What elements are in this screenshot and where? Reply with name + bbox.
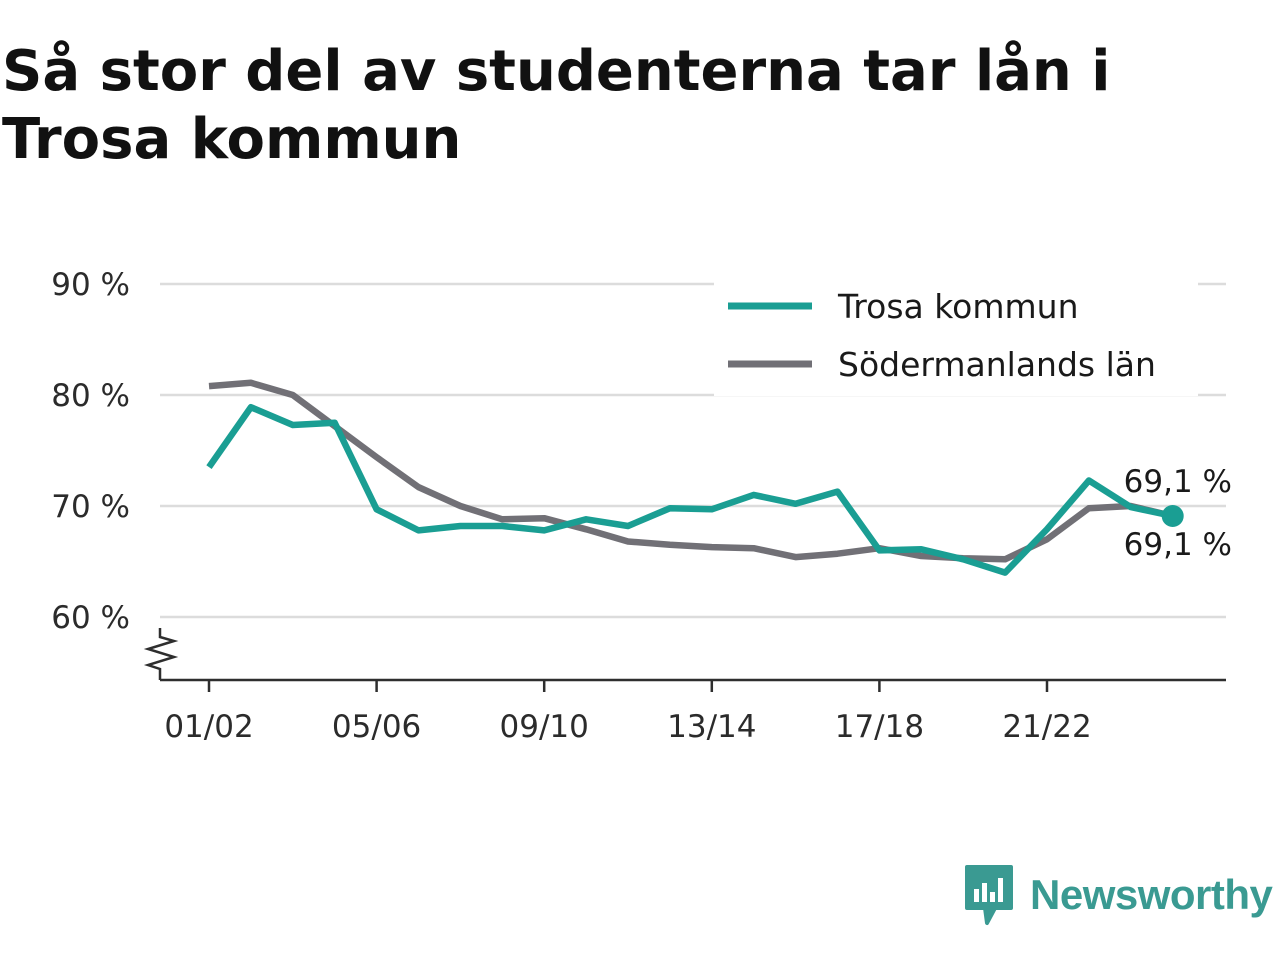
legend-label-trosa: Trosa kommun bbox=[837, 287, 1079, 326]
end-label-trosa: 69,1 % bbox=[1124, 527, 1232, 563]
x-tick-label: 01/02 bbox=[164, 709, 253, 745]
y-axis-labels: 60 % 70 % 80 % 90 % bbox=[51, 267, 130, 636]
y-tick-label: 70 % bbox=[51, 489, 130, 525]
end-labels: 69,1 % 69,1 % bbox=[1124, 464, 1232, 563]
x-axis bbox=[143, 628, 1226, 682]
end-label-sodermanland: 69,1 % bbox=[1124, 464, 1232, 500]
y-tick-label: 90 % bbox=[51, 267, 130, 303]
legend-background bbox=[714, 278, 1198, 396]
bar-chart-speech-bubble-icon bbox=[965, 865, 1013, 925]
legend-label-sodermanland: Södermanlands län bbox=[838, 345, 1156, 384]
x-tick-label: 09/10 bbox=[500, 709, 589, 745]
brand-name: Newsworthy bbox=[1030, 871, 1273, 918]
axis-break-icon bbox=[143, 628, 179, 680]
x-axis-ticks: 01/02 05/06 09/10 13/14 17/18 21/22 bbox=[164, 680, 1092, 745]
x-tick-label: 05/06 bbox=[332, 709, 421, 745]
chart-title: Så stor del av studenterna tar lån i Tro… bbox=[2, 39, 1111, 172]
series-lines bbox=[206, 379, 1184, 576]
series-line-trosa bbox=[206, 403, 1174, 576]
newsworthy-logo: Newsworthy bbox=[964, 864, 1273, 926]
y-tick-label: 80 % bbox=[51, 378, 130, 414]
x-tick-label: 21/22 bbox=[1002, 709, 1091, 745]
end-point-marker bbox=[1161, 504, 1184, 527]
x-tick-label: 13/14 bbox=[667, 709, 756, 745]
y-tick-label: 60 % bbox=[51, 600, 130, 636]
legend: Trosa kommun Södermanlands län bbox=[714, 278, 1198, 396]
x-tick-label: 17/18 bbox=[835, 709, 924, 745]
series-line-sodermanland bbox=[208, 379, 1174, 563]
